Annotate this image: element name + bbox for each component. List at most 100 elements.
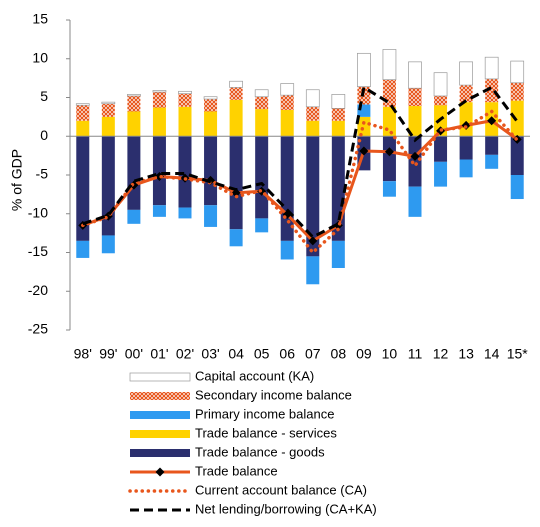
bar-segment (76, 105, 90, 121)
bar-segment (484, 56, 499, 80)
bar-segment (331, 94, 346, 109)
line (81, 109, 519, 256)
bar-segment (408, 61, 422, 89)
y-tick-label: -20 (28, 282, 48, 298)
bar-segment (178, 106, 192, 137)
bar-segment (331, 240, 345, 268)
x-tick-label: 13 (458, 346, 474, 362)
bar-segment (152, 136, 166, 206)
legend-label: Net lending/borrowing (CA+KA) (195, 501, 377, 516)
line-marker (487, 116, 497, 126)
x-tick-label: 08 (331, 346, 347, 362)
bar-segment (306, 256, 320, 285)
bar-segment (203, 96, 218, 100)
bar-segment (434, 161, 448, 187)
bar-segment (305, 89, 320, 108)
bar-segment (101, 103, 115, 117)
y-tick-label: 10 (32, 49, 48, 65)
x-tick-label: 07 (305, 346, 321, 362)
legend-swatch (130, 430, 190, 438)
bar-segment (178, 207, 192, 219)
bar-segment (408, 186, 422, 217)
bar-segment (510, 82, 524, 101)
x-tick-label: 02' (176, 346, 194, 362)
y-tick-label: -10 (28, 204, 48, 220)
x-tick-label: 06 (279, 346, 295, 362)
y-tick-label: 15 (32, 11, 48, 27)
bar-segment (152, 92, 166, 108)
bar-segment (510, 136, 524, 175)
bar-segment (229, 99, 243, 137)
bar-segment (127, 209, 141, 224)
bar-segment (459, 85, 473, 103)
bar-segment (306, 120, 320, 137)
bar-segment (331, 120, 345, 137)
bar-segment (101, 235, 115, 254)
bar-segment (485, 154, 499, 169)
x-tick-label: 03' (201, 346, 219, 362)
bar-segment (152, 205, 166, 217)
bar-segment (204, 136, 218, 206)
y-tick-label: -5 (36, 166, 49, 182)
bar-segment (331, 108, 345, 121)
bar-segment (255, 96, 269, 110)
legend-label: Trade balance - services (195, 425, 337, 440)
bar-segment (75, 103, 90, 106)
line-marker (410, 151, 420, 161)
bar-segment (255, 136, 269, 219)
bar-segment (152, 90, 167, 93)
bar-segment (434, 136, 448, 162)
bar-segment (459, 61, 473, 86)
bar-segment (510, 100, 524, 137)
bar-segment (357, 116, 371, 137)
legend-swatch (129, 372, 191, 382)
bar-segment (178, 90, 192, 94)
legend-label: Primary income balance (195, 406, 334, 421)
bar-segment (510, 175, 524, 200)
x-tick-label: 00' (125, 346, 143, 362)
legend-label: Current account balance (CA) (195, 482, 367, 497)
bar-segment (408, 136, 422, 187)
bar-segment (127, 136, 141, 210)
bar-segment (280, 109, 294, 137)
x-tick-label: 11 (408, 346, 423, 362)
bar-segment (280, 83, 295, 96)
bar-segment (101, 116, 115, 137)
x-tick-label: 01' (150, 346, 168, 362)
x-tick-label: 09 (356, 346, 372, 362)
x-tick-label: 10 (382, 346, 398, 362)
bar-segment (204, 99, 218, 112)
bar-segment (382, 49, 397, 81)
bar-segment (357, 52, 371, 88)
legend-swatch (130, 411, 190, 419)
bar-segment (204, 205, 218, 227)
bar-segment (229, 87, 243, 100)
bar-segment (382, 136, 396, 182)
bar-segment (434, 95, 448, 106)
bar-segment (127, 95, 141, 112)
bar-segment (127, 94, 141, 97)
legend-swatch (130, 449, 190, 457)
y-tick-label: 5 (40, 88, 48, 104)
legend-label: Trade balance - goods (195, 444, 325, 459)
bar-segment (485, 136, 499, 155)
bar-segment (433, 72, 448, 97)
legend-label: Secondary income balance (195, 387, 352, 402)
y-tick-label: -25 (28, 321, 48, 337)
line (82, 85, 519, 239)
bar-segment (408, 106, 422, 137)
bar-segment (382, 181, 396, 197)
line-marker (308, 236, 318, 246)
y-tick-label: -15 (28, 243, 48, 259)
bar-segment (510, 60, 525, 84)
bar-segment (280, 240, 294, 260)
bar-segment (229, 80, 243, 88)
bar-segment (280, 95, 294, 110)
bar-segment (101, 101, 116, 105)
line-marker (384, 147, 394, 157)
x-tick-label: 05 (254, 346, 270, 362)
bar-segment (152, 107, 166, 137)
bar-segment (255, 109, 269, 137)
bar-segment (306, 106, 320, 121)
bar-segment (306, 136, 320, 257)
